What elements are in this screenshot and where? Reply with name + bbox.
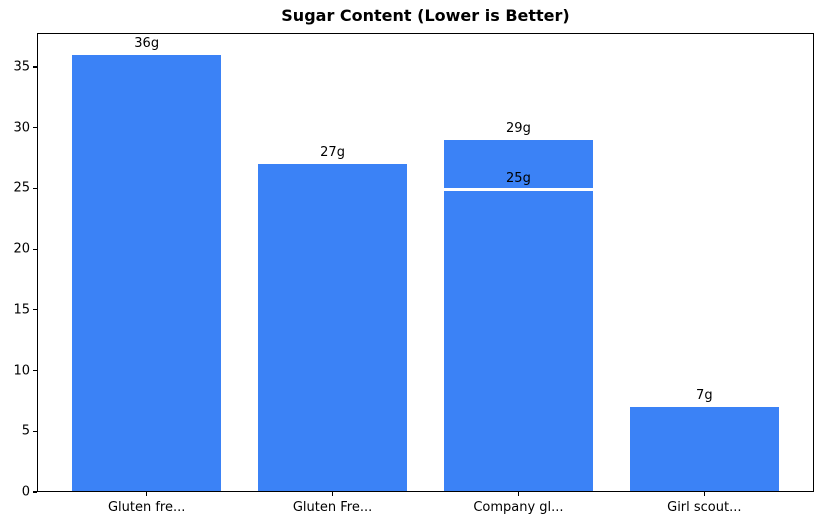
- y-tick-mark-0: [33, 491, 37, 493]
- y-tick-mark-2: [33, 369, 37, 372]
- bar-3: [629, 407, 779, 492]
- y-tick-mark-7: [33, 66, 37, 68]
- annotation-line-0: [444, 188, 593, 192]
- y-tick-label-7: 35: [13, 59, 30, 75]
- y-tick-label-2: 10: [13, 363, 30, 379]
- x-tick-mark-2: [517, 492, 520, 496]
- bar-2: [444, 139, 593, 492]
- y-tick-label-4: 20: [13, 241, 30, 257]
- y-tick-label-6: 30: [13, 120, 30, 136]
- y-tick-label-1: 5: [21, 423, 30, 439]
- bar-value-label-3: 7g: [696, 388, 713, 403]
- y-tick-label-3: 15: [13, 302, 30, 318]
- bar-value-label-0: 36g: [134, 35, 160, 51]
- x-tick-label-1: Gluten Fre...: [292, 500, 373, 515]
- y-tick-mark-6: [33, 127, 37, 129]
- x-tick-label-2: Company gl...: [473, 500, 564, 515]
- y-tick-mark-5: [33, 187, 37, 190]
- bar-value-label-1: 27g: [320, 145, 345, 161]
- bar-0: [72, 54, 222, 492]
- chart-title: Sugar Content (Lower is Better): [281, 6, 570, 25]
- x-tick-mark-0: [146, 492, 148, 496]
- y-tick-mark-4: [33, 248, 37, 250]
- x-tick-mark-3: [703, 492, 705, 496]
- x-tick-label-0: Gluten fre...: [107, 500, 186, 515]
- bar-1: [258, 164, 407, 492]
- x-tick-label-3: Girl scout...: [667, 500, 742, 515]
- x-tick-mark-1: [331, 492, 334, 496]
- y-tick-mark-3: [33, 309, 37, 311]
- y-tick-label-5: 25: [13, 180, 30, 196]
- bar-value-label-2: 29g: [506, 120, 531, 136]
- annotation-label-0: 25g: [506, 171, 531, 187]
- y-tick-mark-1: [33, 430, 37, 432]
- y-tick-label-0: 0: [21, 484, 30, 500]
